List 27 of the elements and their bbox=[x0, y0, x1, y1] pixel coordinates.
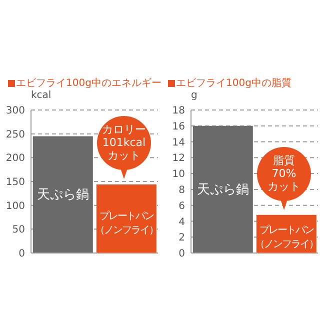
y-tick-label: 250 bbox=[6, 129, 25, 140]
annotation: カロリー 101kcal カット bbox=[101, 122, 147, 162]
chart-title: エビフライ100g中の脂質 bbox=[176, 76, 292, 90]
y-axis-title: g bbox=[191, 90, 198, 101]
x-tick-label: プレートパン（ノンフライ） bbox=[94, 210, 158, 236]
y-tick-label: 150 bbox=[6, 177, 25, 188]
x-tick-label: 天ぷら鍋 bbox=[196, 182, 249, 198]
y-tick-label: 10 bbox=[172, 169, 185, 180]
y-tick-label: 8 bbox=[178, 184, 185, 196]
y-tick-label: 0 bbox=[178, 248, 185, 260]
y-tick-label: 18 bbox=[172, 106, 185, 117]
y-tick-label: 12 bbox=[172, 153, 185, 164]
y-tick-label: 16 bbox=[172, 121, 185, 132]
y-tick-label: 100 bbox=[6, 200, 25, 212]
y-tick-label: 6 bbox=[178, 200, 185, 212]
annotation: 脂質 70% カット bbox=[266, 154, 302, 193]
x-tick-label: 天ぷら鍋 bbox=[36, 188, 89, 203]
y-axis-title: kcal bbox=[31, 90, 52, 101]
y-tick-label: 200 bbox=[6, 153, 25, 164]
y-tick-label: 0 bbox=[18, 248, 25, 260]
y-tick-label: 4 bbox=[178, 216, 185, 228]
y-tick-label: 2 bbox=[178, 232, 185, 244]
y-tick-label: 300 bbox=[6, 106, 25, 117]
y-tick-label: 14 bbox=[172, 137, 185, 148]
y-tick-label: 50 bbox=[12, 224, 25, 236]
chart-title: エビフライ100g中のエネルギー bbox=[16, 76, 162, 90]
x-tick-label: プレートパン（ノンフライ） bbox=[254, 224, 318, 250]
